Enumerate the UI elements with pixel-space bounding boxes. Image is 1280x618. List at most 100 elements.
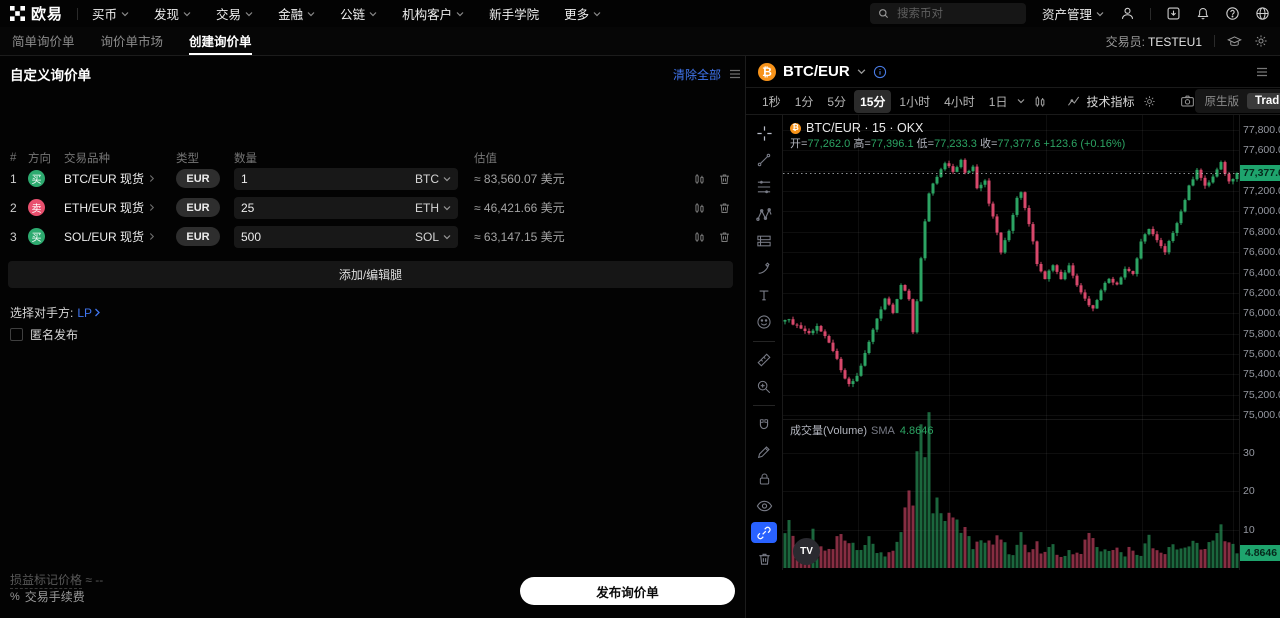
pair-name[interactable]: BTC/EUR xyxy=(783,63,850,80)
position-tool-icon[interactable] xyxy=(751,231,777,252)
instrument-name: BTC/EUR 现货 xyxy=(64,172,145,186)
panel-drag-handle-icon[interactable] xyxy=(729,69,741,79)
xabcd-pattern-tool-icon[interactable] xyxy=(751,204,777,225)
instrument-selector[interactable]: SOL/EUR 现货 xyxy=(64,228,176,245)
counterparty-link[interactable]: LP xyxy=(77,306,101,320)
trader-label: 交易员: xyxy=(1105,34,1145,49)
globe-icon[interactable] xyxy=(1255,6,1270,21)
search-input[interactable] xyxy=(894,6,1005,21)
amount-input[interactable]: 25 ETH xyxy=(234,196,458,219)
candlestick-chart-icon[interactable] xyxy=(693,230,706,244)
crosshair-tool-icon[interactable] xyxy=(751,123,777,144)
trash-icon[interactable] xyxy=(718,230,731,244)
tradingview-segment[interactable]: TradingView xyxy=(1247,93,1280,109)
currency-type-pill[interactable]: EUR xyxy=(176,227,220,246)
timeframe-5分[interactable]: 5分 xyxy=(827,94,847,109)
panel-menu-icon[interactable] xyxy=(1256,67,1268,77)
menu-item-金融[interactable]: 金融 xyxy=(278,4,315,23)
info-icon[interactable] xyxy=(873,65,887,79)
menu-item-更多[interactable]: 更多 xyxy=(564,4,601,23)
emoji-tool-icon[interactable] xyxy=(751,312,777,333)
timeframe-15分[interactable]: 15分 xyxy=(854,89,892,113)
download-icon[interactable] xyxy=(1166,6,1181,21)
chevron-down-icon[interactable] xyxy=(857,67,866,76)
text-tool-icon[interactable] xyxy=(751,285,777,306)
timeframe-1秒[interactable]: 1秒 xyxy=(762,94,781,109)
subnav-tab-询价单市场[interactable]: 询价单市场 xyxy=(100,35,164,49)
chevron-down-icon xyxy=(593,10,601,18)
anonymous-checkbox[interactable] xyxy=(10,328,23,341)
okx-logo[interactable]: 欧易 xyxy=(10,3,63,24)
gear-icon[interactable] xyxy=(1254,34,1268,48)
eye-tool-icon[interactable] xyxy=(751,495,777,516)
menu-item-发现[interactable]: 发现 xyxy=(154,4,191,23)
timeframe-more-icon[interactable] xyxy=(1017,97,1025,105)
graduation-cap-icon[interactable] xyxy=(1227,35,1242,48)
menu-item-机构客户[interactable]: 机构客户 xyxy=(402,4,464,23)
chevron-down-icon xyxy=(443,204,451,212)
menu-item-公链[interactable]: 公链 xyxy=(340,4,377,23)
chevron-down-icon xyxy=(307,10,315,18)
subnav-tab-创建询价单[interactable]: 创建询价单 xyxy=(189,27,252,55)
help-icon[interactable] xyxy=(1225,6,1240,21)
clear-all-button[interactable]: 清除全部 xyxy=(672,67,721,82)
indicators-button[interactable]: 技术指标 xyxy=(1067,93,1135,110)
amount-input[interactable]: 1 BTC xyxy=(234,167,458,190)
tradingview-logo[interactable]: TV xyxy=(793,538,820,565)
instrument-selector[interactable]: ETH/EUR 现货 xyxy=(64,199,176,216)
subnav-tab-简单询价单[interactable]: 简单询价单 xyxy=(12,35,75,49)
chevron-down-icon xyxy=(1096,10,1104,18)
candlestick-chart-icon[interactable] xyxy=(693,201,706,215)
menu-item-交易[interactable]: 交易 xyxy=(216,4,253,23)
timeframe-1日[interactable]: 1日 xyxy=(988,94,1008,109)
menu-item-label: 更多 xyxy=(564,8,590,22)
divider xyxy=(77,7,79,20)
price-axis[interactable]: 77,377.6 4.8646 77,800.0 77,600.0 77,200.0… xyxy=(1239,115,1280,570)
instrument-selector[interactable]: BTC/EUR 现货 xyxy=(64,170,176,187)
zoom-in-tool-icon[interactable] xyxy=(751,376,777,397)
candlestick-chart-icon[interactable] xyxy=(693,172,706,186)
subnav-tabs: 简单询价单 询价单市场 创建询价单 xyxy=(12,27,278,55)
timeframe-4小时[interactable]: 4小时 xyxy=(944,94,975,109)
timeframe-1小时[interactable]: 1小时 xyxy=(899,94,931,109)
candle-style-icon[interactable] xyxy=(1033,94,1047,109)
add-edit-legs-button[interactable]: 添加/编辑腿 xyxy=(8,261,733,288)
trash-tool-icon[interactable] xyxy=(751,549,777,570)
assets-menu[interactable]: 资产管理 xyxy=(1042,4,1104,23)
timeframe-1分[interactable]: 1分 xyxy=(794,94,814,109)
link-tool-icon[interactable] xyxy=(751,522,777,543)
chevron-down-icon xyxy=(369,10,377,18)
unit-selector[interactable]: SOL xyxy=(415,230,451,244)
brush-tool-icon[interactable] xyxy=(751,258,777,279)
currency-type-pill[interactable]: EUR xyxy=(176,169,220,188)
indicator-settings-gear-icon[interactable] xyxy=(1143,95,1156,108)
chart-plot[interactable]: ₿ BTC/EUR · 15 · OKX 开=77,262.0 高=77,396… xyxy=(783,115,1239,570)
search-box[interactable] xyxy=(869,3,1026,24)
currency-type-pill[interactable]: EUR xyxy=(176,198,220,217)
ruler-tool-icon[interactable] xyxy=(751,349,777,370)
pencil-tool-icon[interactable] xyxy=(751,441,777,462)
amount-input[interactable]: 500 SOL xyxy=(234,225,458,248)
unit-selector[interactable]: ETH xyxy=(415,201,451,215)
price-tick: 77,800.0 xyxy=(1243,124,1280,136)
candlestick-canvas[interactable] xyxy=(783,115,1239,570)
trendline-tool-icon[interactable] xyxy=(751,150,777,171)
unit-selector[interactable]: BTC xyxy=(415,172,451,186)
legs-table: 1 买 BTC/EUR 现货 EUR 1 BTC ≈ 83,560.07 美元 2 卖 ETH/E… xyxy=(10,164,731,251)
native-version-segment[interactable]: 原生版 xyxy=(1204,96,1240,108)
menu-item-买币[interactable]: 买币 xyxy=(92,4,129,23)
trash-icon[interactable] xyxy=(718,172,731,186)
fib-lines-tool-icon[interactable] xyxy=(751,177,777,198)
btc-icon: ₿ xyxy=(790,122,801,134)
leg-actions xyxy=(675,230,731,244)
user-icon[interactable] xyxy=(1120,6,1135,21)
publish-rfq-button[interactable]: 发布询价单 xyxy=(520,577,735,605)
lock-tool-icon[interactable] xyxy=(751,468,777,489)
camera-snapshot-icon[interactable] xyxy=(1180,94,1195,108)
menu-item-新手学院[interactable]: 新手学院 xyxy=(489,4,539,23)
magnet-tool-icon[interactable] xyxy=(751,414,777,435)
trash-icon[interactable] xyxy=(718,201,731,215)
bell-icon[interactable] xyxy=(1196,6,1210,21)
okx-logo-icon xyxy=(10,6,25,21)
